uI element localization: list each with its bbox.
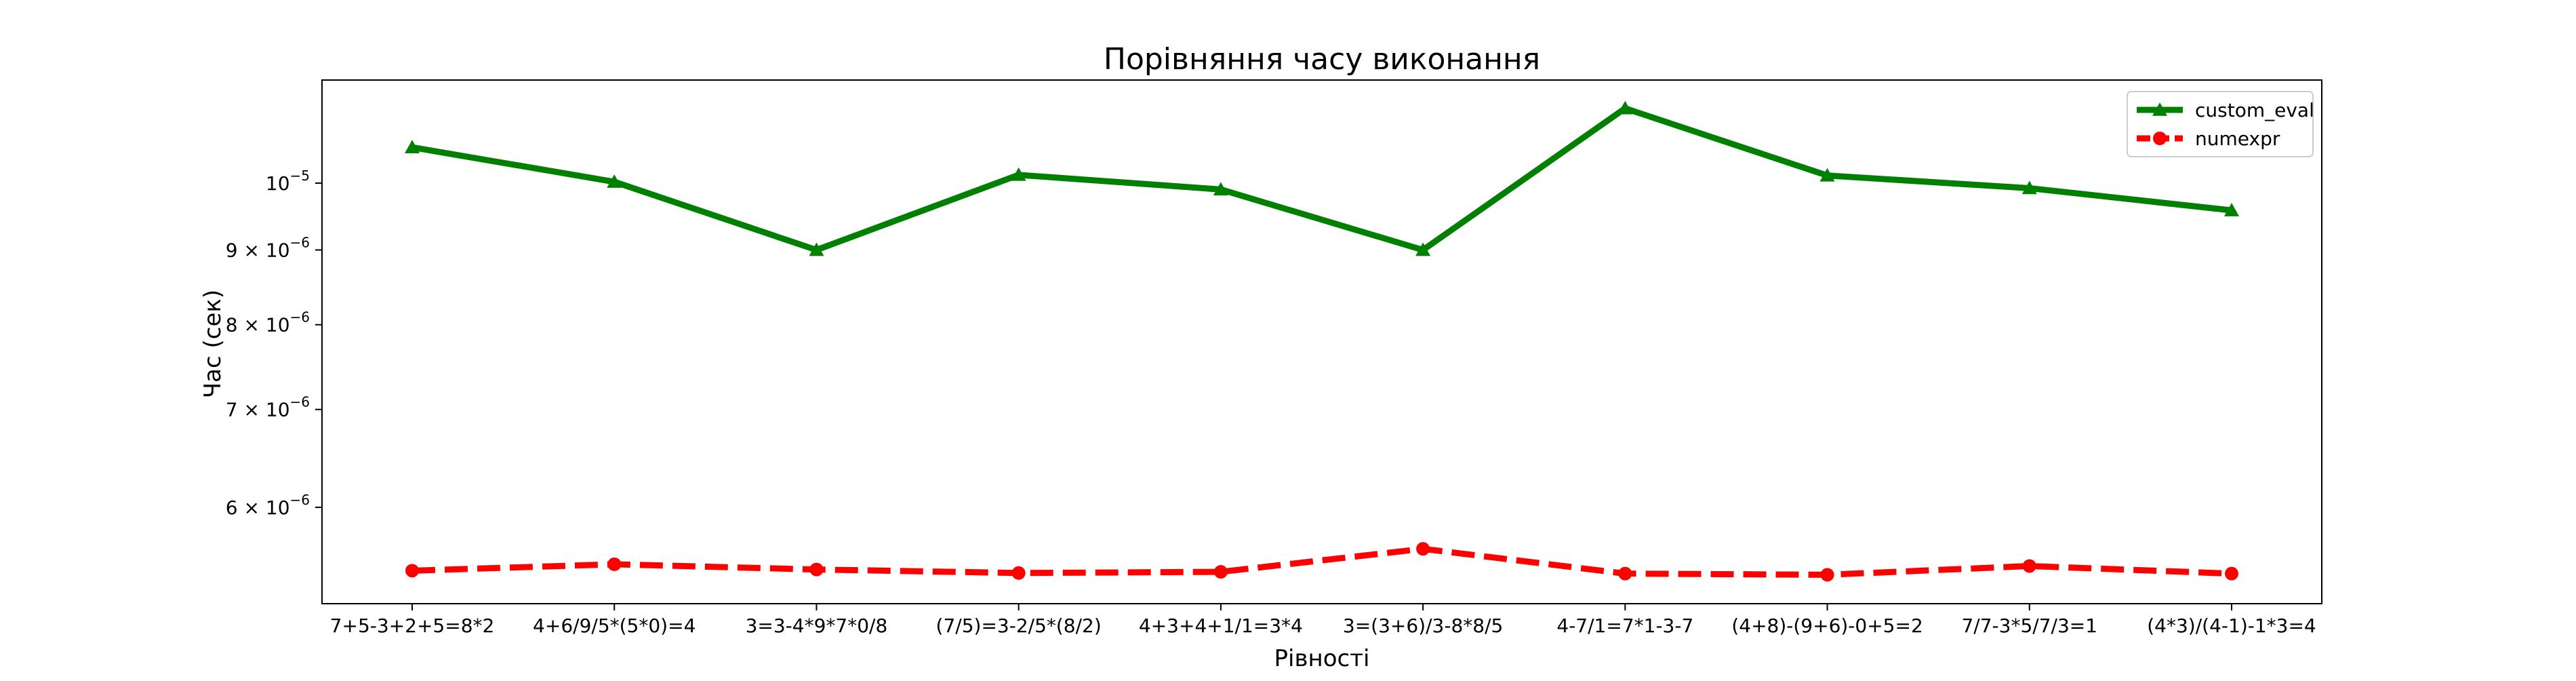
data-point-numexpr (2225, 566, 2238, 581)
x-tick-label: 3=3-4*9*7*0/8 (746, 615, 888, 637)
legend-marker-custom_eval (2152, 102, 2167, 116)
x-tick-label: 4+6/9/5*(5*0)=4 (533, 615, 696, 637)
data-point-custom_eval (809, 242, 824, 256)
data-point-custom_eval (1011, 167, 1026, 181)
data-point-numexpr (1416, 542, 1430, 556)
data-point-numexpr (2022, 559, 2036, 573)
legend-marker-numexpr (2153, 132, 2167, 145)
series-line-numexpr (411, 545, 2232, 578)
data-point-custom_eval (405, 140, 420, 153)
x-tick-label: (4*3)/(4-1)-1*3=4 (2147, 615, 2316, 637)
data-point-numexpr (405, 564, 419, 578)
x-tick-label: 3=(3+6)/3-8*8/5 (1343, 615, 1503, 637)
series-line-custom_eval (411, 105, 2232, 254)
plot-frame (321, 79, 2322, 604)
data-point-custom_eval (2224, 203, 2239, 216)
y-tick-label: 7 × 10−6 (226, 394, 310, 421)
plot-area: 7+5-3+2+5=8*2 4+6/9/5*(5*0)=4 3=3-4*9*7*0/… (226, 79, 2322, 637)
data-point-custom_eval (1819, 168, 1835, 182)
data-point-custom_eval (2021, 180, 2037, 195)
data-point-custom_eval (1617, 100, 1633, 115)
data-point-numexpr (1618, 566, 1632, 581)
x-tick-label: (4+8)-(9+6)-0+5=2 (1731, 615, 1923, 637)
data-point-numexpr (1011, 566, 1026, 580)
x-tick-label: 7/7-3*5/7/3=1 (1961, 615, 2097, 637)
data-point-numexpr (809, 562, 824, 577)
x-tick-label: 7+5-3+2+5=8*2 (330, 615, 495, 637)
x-tick-label: (7/5)=3-2/5*(8/2) (936, 615, 1102, 637)
data-point-numexpr (607, 557, 622, 571)
y-axis-label: Час (сек) (199, 290, 226, 398)
data-point-custom_eval (1415, 242, 1431, 256)
chart-title: Порівняння часу виконання (1104, 42, 1540, 77)
data-point-custom_eval (607, 174, 622, 188)
data-point-numexpr (1213, 565, 1228, 579)
x-tick-label: 4-7/1=7*1-3-7 (1556, 615, 1693, 637)
y-tick-label: 8 × 10−6 (226, 309, 310, 336)
data-point-numexpr (1820, 568, 1834, 582)
x-tick-label: 4+3+4+1/1=3*4 (1139, 615, 1303, 637)
legend-label-numexpr: numexpr (2195, 128, 2280, 150)
x-axis-label: Рівності (1274, 645, 1370, 672)
data-point-custom_eval (1213, 182, 1228, 196)
y-tick-label: 10−5 (266, 168, 310, 195)
y-tick-label: 9 × 10−6 (226, 235, 310, 262)
legend-label-custom_eval: custom_eval (2195, 99, 2314, 121)
y-tick-label: 6 × 10−6 (226, 492, 310, 519)
